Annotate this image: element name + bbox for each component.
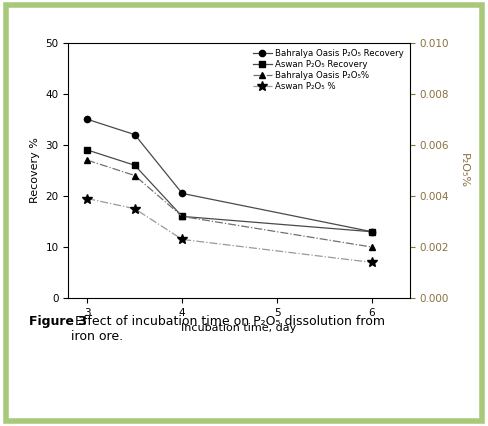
Legend: Bahralya Oasis P₂O₅ Recovery, Aswan P₂O₅ Recovery, Bahralya Oasis P₂O₅%, Aswan P: Bahralya Oasis P₂O₅ Recovery, Aswan P₂O₅… [251,47,406,93]
Y-axis label: Recovery %: Recovery % [30,138,40,203]
Text: Figure 3: Figure 3 [29,315,87,328]
Aswan P₂O₅ Recovery [84,147,90,153]
Bahralya Oasis P₂O₅ Recovery [179,191,185,196]
Line: Aswan P₂O₅ Recovery: Aswan P₂O₅ Recovery [84,147,375,235]
Aswan P₂O₅ Recovery [179,214,185,219]
Bahralya Oasis P₂O₅% [132,173,138,178]
X-axis label: Incubation time, day: Incubation time, day [182,323,297,334]
Aswan P₂O₅ % [369,260,375,265]
Aswan P₂O₅ % [132,206,138,211]
Line: Bahralya Oasis P₂O₅%: Bahralya Oasis P₂O₅% [84,157,375,250]
Aswan P₂O₅ Recovery [369,229,375,234]
Line: Aswan P₂O₅ %: Aswan P₂O₅ % [82,194,377,267]
Bahralya Oasis P₂O₅% [369,245,375,250]
Bahralya Oasis P₂O₅ Recovery [84,117,90,122]
Text: Effect of incubation time on P₂O₅ dissolution from
iron ore.: Effect of incubation time on P₂O₅ dissol… [71,315,385,343]
Bahralya Oasis P₂O₅ Recovery [132,132,138,137]
Bahralya Oasis P₂O₅% [179,214,185,219]
Aswan P₂O₅ Recovery [132,163,138,168]
Aswan P₂O₅ % [179,237,185,242]
Aswan P₂O₅ % [84,196,90,201]
Bahralya Oasis P₂O₅% [84,158,90,163]
Line: Bahralya Oasis P₂O₅ Recovery: Bahralya Oasis P₂O₅ Recovery [84,116,375,235]
Bahralya Oasis P₂O₅ Recovery [369,229,375,234]
Y-axis label: P₂O₅%: P₂O₅% [459,153,468,188]
